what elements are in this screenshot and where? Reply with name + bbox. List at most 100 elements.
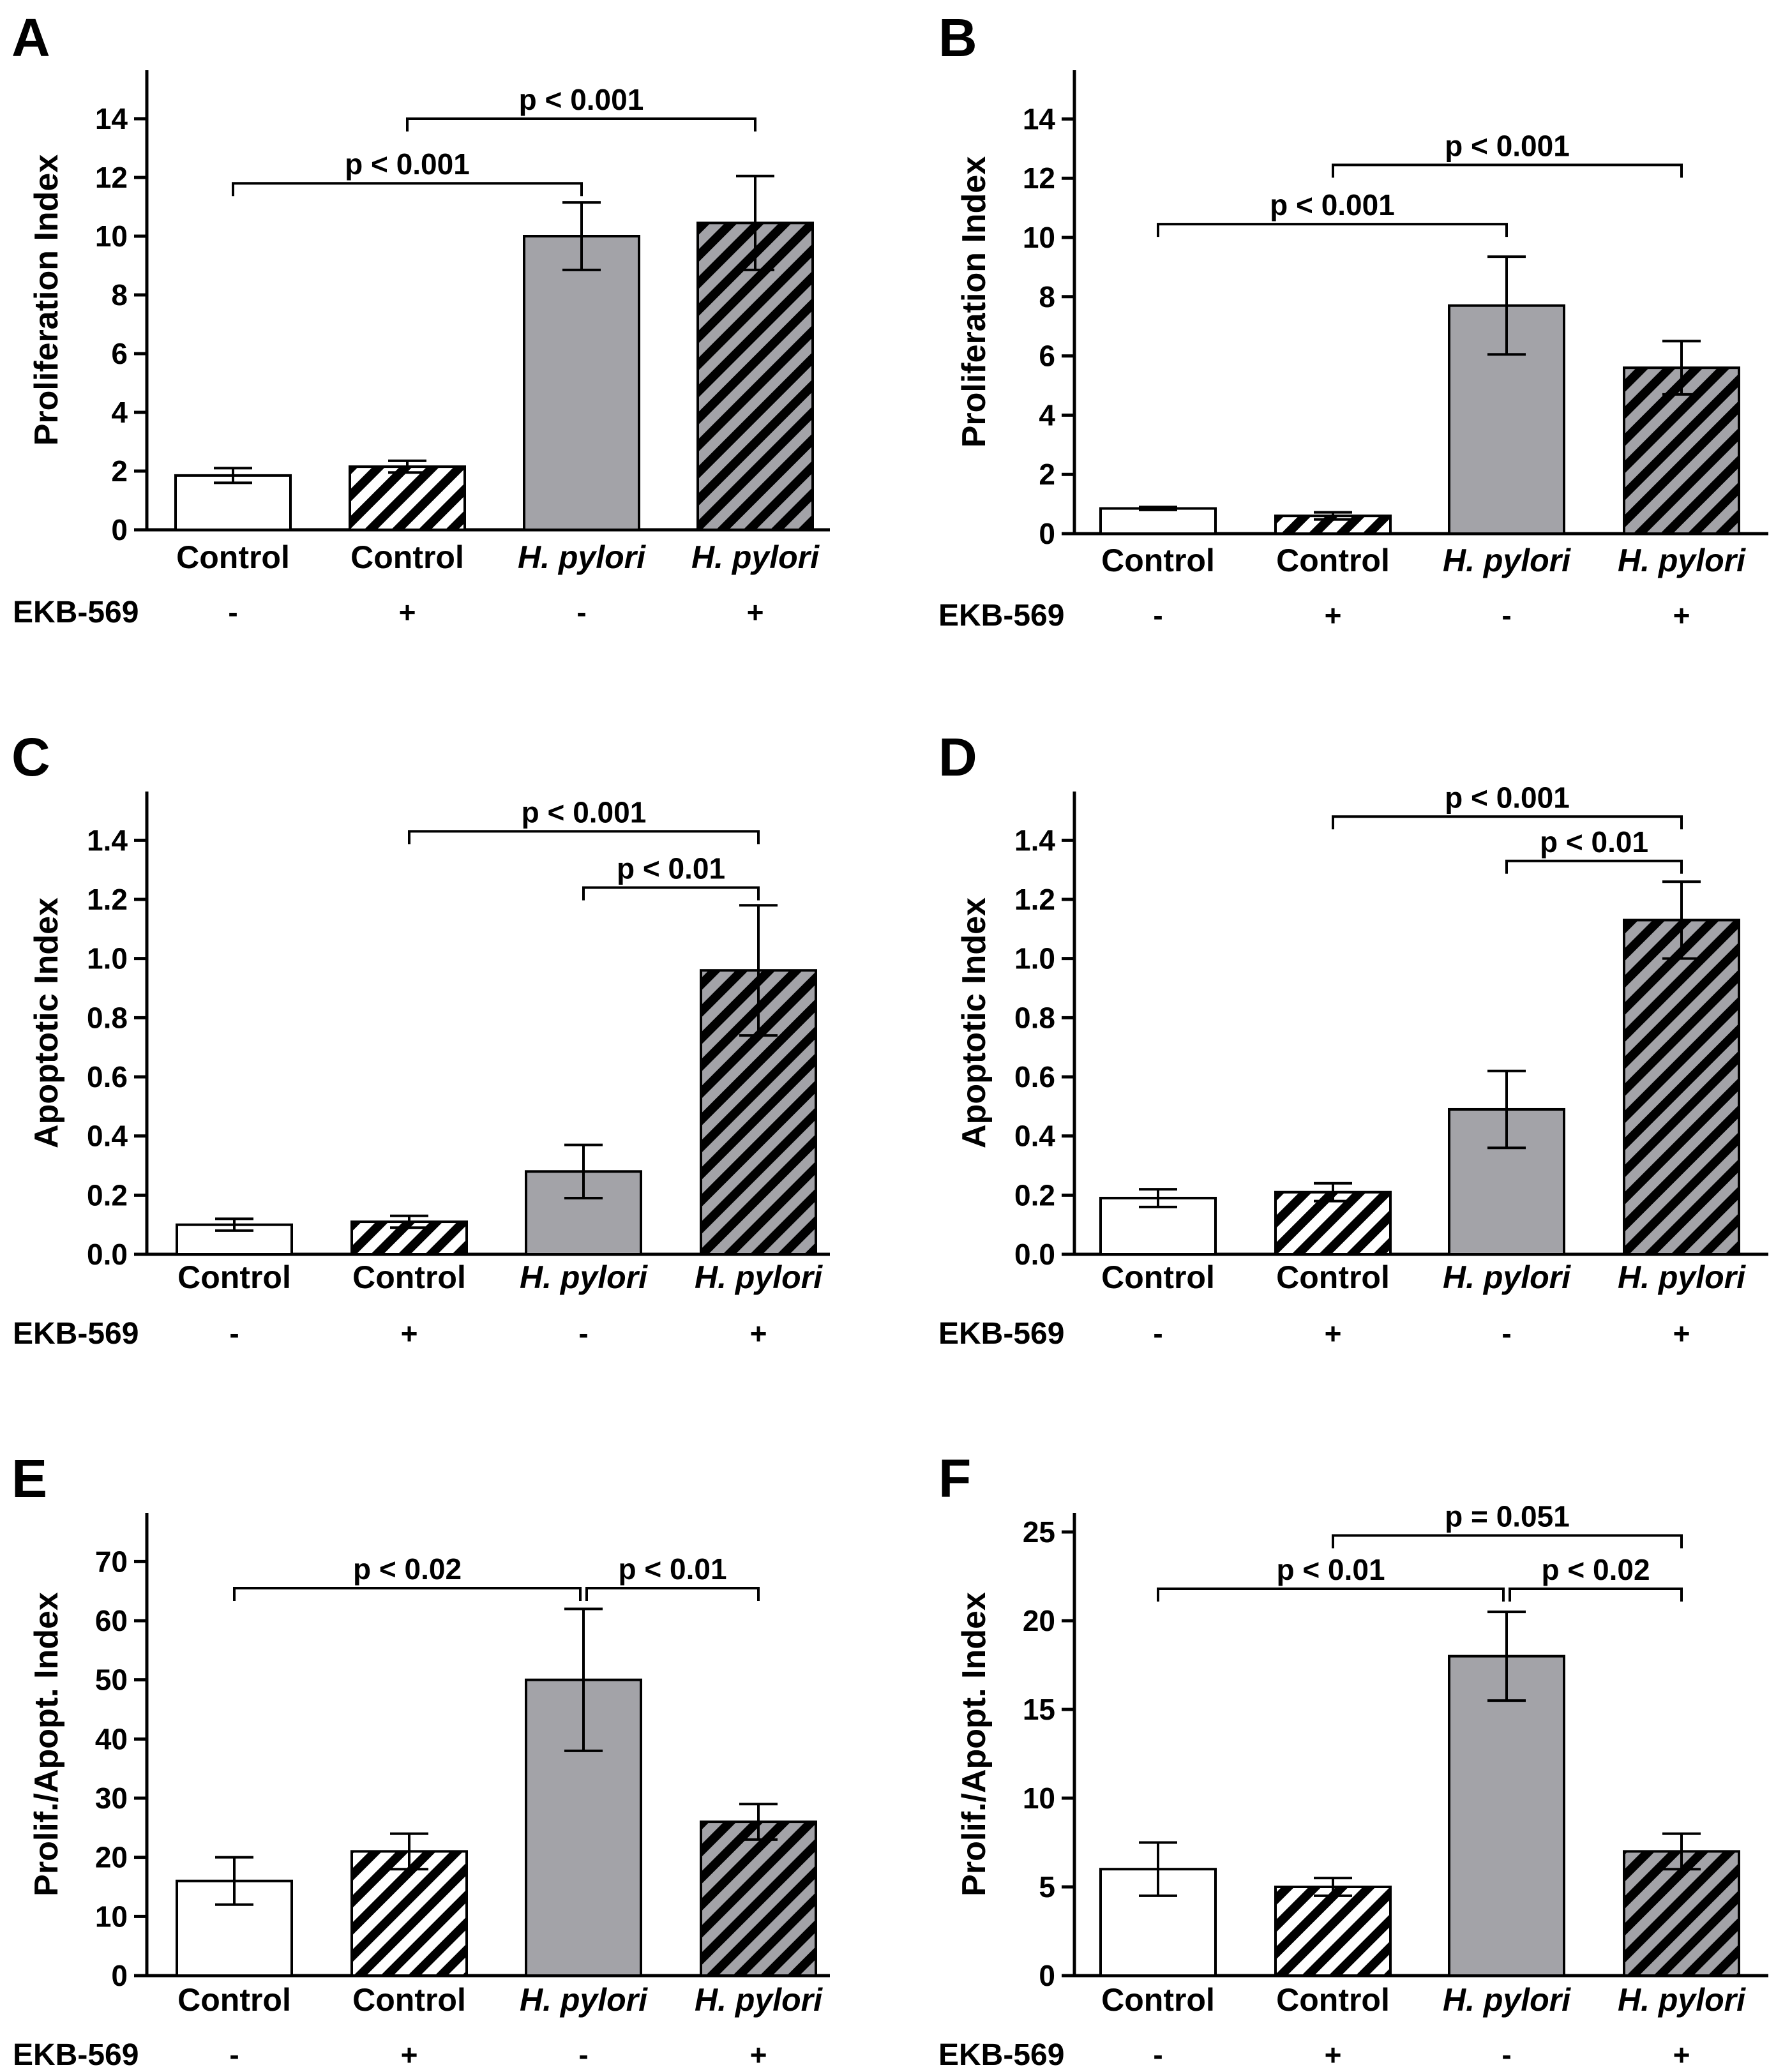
treatment-label: EKB-569 <box>13 2038 139 2072</box>
significance-label: p < 0.01 <box>1276 1553 1385 1586</box>
category-label: Control <box>352 1982 466 2018</box>
treatment-sign: + <box>401 1317 418 1350</box>
y-axis-label: Prolif./Apopt. Index <box>28 1592 65 1896</box>
treatment-sign: - <box>1153 1317 1163 1350</box>
panel-letter: D <box>938 727 977 787</box>
y-tick-label: 0 <box>1039 1959 1055 1992</box>
y-tick-label: 4 <box>1039 398 1055 432</box>
panel-letter: C <box>11 727 50 787</box>
treatment-sign: + <box>750 2038 767 2071</box>
y-axis-label: Proliferation Index <box>28 154 65 446</box>
significance-label: p < 0.01 <box>1540 825 1648 859</box>
category-label: H. pylori <box>695 1982 823 2018</box>
category-label: Control <box>1101 1259 1215 1295</box>
significance-label: p < 0.001 <box>1445 129 1570 162</box>
y-tick-label: 1.4 <box>87 823 128 857</box>
significance-bracket <box>1157 223 1508 237</box>
significance-label: p < 0.01 <box>618 1552 726 1586</box>
panel-letter: E <box>11 1448 47 1508</box>
treatment-sign: - <box>228 596 237 629</box>
treatment-label: EKB-569 <box>938 1317 1064 1351</box>
y-tick-label: 14 <box>1023 102 1056 135</box>
category-label: H. pylori <box>695 1259 823 1295</box>
category-label: H. pylori <box>520 1259 648 1295</box>
y-tick-label: 1.0 <box>1014 942 1055 975</box>
panel-letter: F <box>938 1448 971 1508</box>
treatment-sign: - <box>1501 1317 1511 1350</box>
chart-panel-d: D 0.0 0.2 0.4 0.6 0.8 1.0 1.2 1.4 Apoptotic Index… <box>938 727 1768 1351</box>
treatment-sign: - <box>576 596 586 629</box>
treatment-label: EKB-569 <box>938 599 1064 633</box>
panel-letter: A <box>11 8 50 68</box>
category-label: Control <box>176 539 290 575</box>
y-tick-label: 0 <box>1039 517 1055 550</box>
y-tick-label: 10 <box>95 220 128 253</box>
y-tick-label: 1.0 <box>87 942 128 975</box>
significance-bracket <box>1332 163 1683 178</box>
significance-label: p < 0.02 <box>1541 1553 1650 1586</box>
bar <box>696 221 814 531</box>
category-label: Control <box>177 1982 291 2018</box>
y-tick-label: 40 <box>95 1722 128 1755</box>
treatment-sign: + <box>1325 1317 1342 1350</box>
bar <box>1099 507 1217 535</box>
y-tick-label: 50 <box>95 1663 128 1697</box>
category-label: H. pylori <box>691 539 820 575</box>
chart-panel-c: C 0.0 0.2 0.4 0.6 0.8 1.0 1.2 1.4 Apoptotic Index… <box>11 727 830 1351</box>
y-tick-label: 8 <box>111 278 128 312</box>
category-label: H. pylori <box>518 539 646 575</box>
y-tick-label: 60 <box>95 1604 128 1637</box>
y-tick-label: 0 <box>111 513 128 546</box>
treatment-label: EKB-569 <box>13 1317 139 1351</box>
bar <box>523 235 640 531</box>
y-tick-label: 4 <box>111 396 128 429</box>
bar <box>1099 1868 1217 1977</box>
category-label: H. pylori <box>1618 543 1746 578</box>
y-axis-label: Apoptotic Index <box>28 897 65 1148</box>
treatment-sign: - <box>1501 599 1511 632</box>
significance-label: p < 0.001 <box>1270 188 1395 221</box>
significance-label: p = 0.051 <box>1445 1500 1570 1533</box>
chart-panel-e: E 0 10 20 30 40 50 60 70 Prolif./Apopt. Index Cont… <box>11 1448 830 2072</box>
y-tick-label: 0.6 <box>87 1060 128 1093</box>
category-label: Control <box>1101 1982 1215 2018</box>
significance-bracket <box>232 182 583 197</box>
bar <box>1274 1886 1392 1977</box>
y-axis-label: Prolif./Apopt. Index <box>956 1592 993 1896</box>
bar <box>349 465 466 531</box>
y-tick-label: 6 <box>111 337 128 370</box>
significance-bracket <box>233 1587 582 1602</box>
y-tick-label: 25 <box>1023 1515 1055 1549</box>
significance-label: p < 0.01 <box>617 852 725 885</box>
category-label: Control <box>1276 543 1390 578</box>
significance-bracket <box>1332 815 1683 830</box>
y-tick-label: 0.2 <box>1014 1178 1055 1212</box>
y-tick-label: 15 <box>1023 1693 1055 1726</box>
treatment-sign: + <box>399 596 416 629</box>
y-tick-label: 30 <box>95 1782 128 1815</box>
bar <box>1274 1190 1392 1256</box>
significance-bracket <box>582 886 760 901</box>
y-tick-label: 0.8 <box>1014 1001 1055 1034</box>
treatment-sign: - <box>229 2038 239 2071</box>
significance-label: p < 0.001 <box>345 147 470 181</box>
treatment-sign: - <box>229 1317 239 1350</box>
bar <box>700 1821 817 1977</box>
treatment-sign: - <box>578 2038 588 2071</box>
y-tick-label: 5 <box>1039 1870 1055 1903</box>
significance-bracket <box>585 1587 760 1602</box>
treatment-label: EKB-569 <box>938 2038 1064 2072</box>
category-label: H. pylori <box>1443 1982 1571 2018</box>
significance-bracket <box>1505 859 1683 874</box>
treatment-sign: + <box>401 2038 418 2071</box>
significance-label: p < 0.001 <box>519 83 644 116</box>
y-tick-label: 10 <box>1023 221 1055 254</box>
y-tick-label: 0.6 <box>1014 1060 1055 1093</box>
bar <box>1623 1850 1740 1977</box>
y-tick-label: 1.4 <box>1014 823 1055 857</box>
y-tick-label: 0.0 <box>87 1238 128 1271</box>
category-label: H. pylori <box>520 1982 648 2018</box>
treatment-sign: + <box>1673 599 1690 632</box>
